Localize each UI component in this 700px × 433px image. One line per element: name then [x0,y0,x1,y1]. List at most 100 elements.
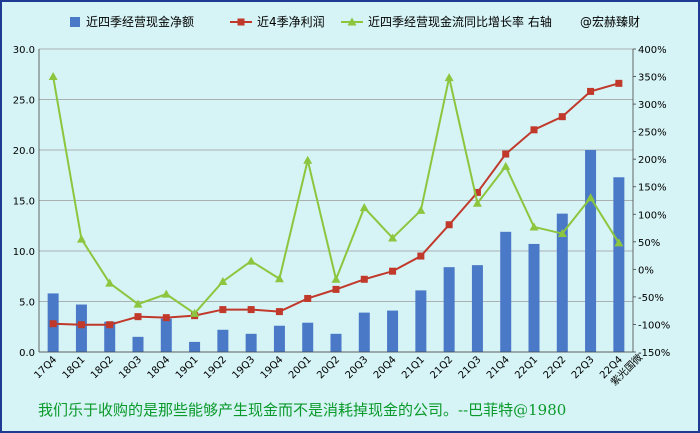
bar [443,267,455,352]
legend: 近四季经营现金净额 近4季净利润 近四季经营现金流同比增长率 右轴 @宏赫臻财 [70,14,640,29]
y-right-tick-label: 400% [638,45,667,56]
point [275,308,283,316]
x-tick-label: 21Q3 [457,354,484,381]
point [77,321,85,329]
point [133,299,143,308]
point [529,222,539,231]
x-tick-label: 22Q3 [570,354,597,381]
bar [330,333,342,352]
x-tick-label: 21Q1 [400,354,427,381]
bar [302,322,314,352]
point [557,229,567,238]
legend-label: 近四季经营现金净额 [86,14,194,29]
point [134,313,142,321]
point [388,233,398,242]
y-left-tick-label: 25.0 [13,96,35,107]
point [162,314,170,322]
point [501,161,511,170]
y-right-tick-label: 50% [638,238,660,249]
point [190,308,200,317]
point [49,320,57,328]
bar [245,333,257,352]
y-left-tick-label: 20.0 [13,146,35,157]
x-tick-label: 19Q2 [202,354,229,381]
point [219,306,227,314]
point [246,256,256,265]
point [106,321,114,329]
point [444,73,454,82]
bar [415,290,427,352]
x-tick-label: 22Q1 [513,354,540,381]
bar [528,243,540,352]
point [332,285,340,293]
point [48,72,58,81]
x-tick-label: 21Q2 [428,354,455,381]
point [530,126,538,134]
legend-label: 近四季经营现金流同比增长率 右轴 [368,14,552,29]
point [473,188,481,196]
watermark-label: @宏赫臻财 [580,14,640,29]
x-tick-label: 20Q1 [287,354,314,381]
point [586,193,596,202]
y-right-tick-label: 200% [638,155,667,166]
lines [48,72,624,329]
point [417,252,425,260]
y-right-tick-label: 0% [638,265,654,276]
x-tick-label: 18Q1 [61,354,88,381]
x-tick-label: 20Q3 [344,354,371,381]
legend-swatch [70,17,80,27]
point [614,238,624,247]
y-right-tick-label: 350% [638,73,667,84]
y-left-tick-label: 5.0 [19,298,35,309]
x-tick-label: 18Q2 [89,354,116,381]
x-tick-label: 22Q2 [542,354,569,381]
bar [613,177,625,352]
point [502,150,510,158]
point [445,221,453,229]
point [331,274,341,283]
bar [217,329,229,352]
y-right-tick-label: -150% [638,348,670,359]
x-tick-label: 18Q3 [117,354,144,381]
bars [47,150,625,352]
bar [358,312,370,352]
bar [500,231,512,352]
point [105,278,115,287]
point [360,275,368,283]
bar [471,265,483,352]
y-left-tick-label: 15.0 [13,197,35,208]
bar [189,341,201,352]
y-right-tick-label: -100% [638,320,670,331]
y-left-tick-label: 10.0 [13,247,35,258]
y-left-tick-label: 30.0 [13,45,35,56]
x-tick-label: 19Q1 [174,354,201,381]
point [303,155,313,164]
grid [39,48,633,353]
bar [585,150,597,352]
point [161,289,171,298]
point [389,267,397,275]
bar [160,318,172,352]
point [587,87,595,95]
point [416,205,426,214]
bar [132,336,144,352]
y-right-tick-label: 300% [638,100,667,111]
x-tick-label: 19Q3 [230,354,257,381]
point [304,294,312,302]
point [218,276,228,285]
legend-marker [237,18,245,26]
buffett-quote: 我们乐于收购的是那些能够产生现金而不是消耗掉现金的公司。--巴菲特@1980 [38,401,567,419]
point [274,274,284,283]
x-tick-label: 19Q4 [259,354,286,381]
y-right-tick-label: 100% [638,210,667,221]
point [472,198,482,207]
legend-marker [347,17,357,26]
y-right-tick-label: 250% [638,128,667,139]
x-tick-label: 21Q4 [485,354,512,381]
x-tick-label: 18Q4 [146,354,173,381]
bar [104,321,116,352]
point [615,79,623,87]
y-right-tick-label: -50% [638,293,664,304]
point [247,306,255,314]
